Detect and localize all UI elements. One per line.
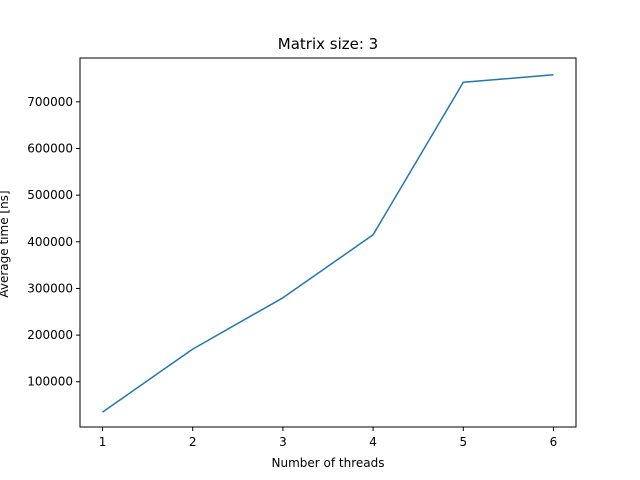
x-tick-label: 3 xyxy=(279,435,287,449)
x-tick-label: 6 xyxy=(550,435,558,449)
ticks-layer: 1 2 3 4 5 6 100000 200000 300000 400000 500000 6000… xyxy=(27,95,557,449)
y-tick-label: 700000 xyxy=(27,95,73,109)
y-tick-label: 600000 xyxy=(27,142,73,156)
y-tick-label: 100000 xyxy=(27,375,73,389)
x-tick-label: 4 xyxy=(369,435,377,449)
plot-frame xyxy=(79,57,577,428)
y-tick-label: 200000 xyxy=(27,328,73,342)
x-tick-label: 1 xyxy=(99,435,107,449)
y-tick-label: 400000 xyxy=(27,235,73,249)
x-axis-label: Number of threads xyxy=(272,456,385,470)
x-tick-label: 5 xyxy=(459,435,467,449)
chart-title: Matrix size: 3 xyxy=(278,35,378,53)
series-layer xyxy=(102,74,554,413)
x-tick-label: 2 xyxy=(189,435,197,449)
y-tick-label: 500000 xyxy=(27,188,73,202)
y-tick-label: 300000 xyxy=(27,281,73,295)
series-line xyxy=(102,74,554,413)
y-axis-label: Average time [ns] xyxy=(0,190,11,297)
